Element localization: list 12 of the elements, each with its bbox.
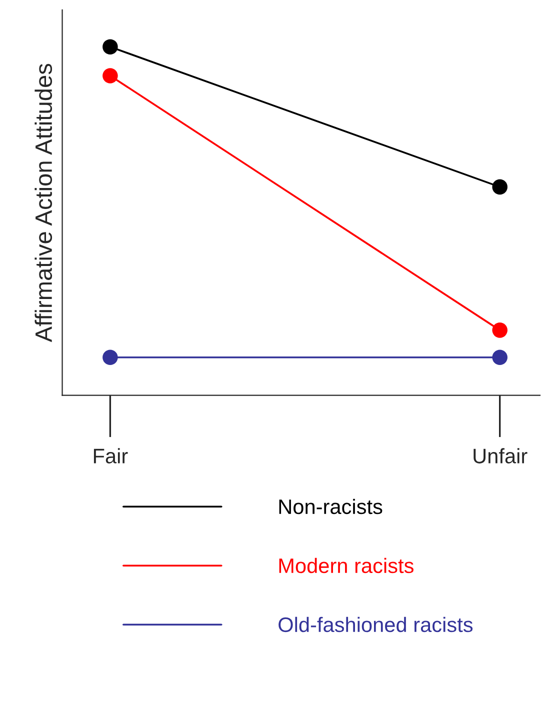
text: Modern racists <box>279 558 414 574</box>
point <box>492 322 508 338</box>
text: Non-racists <box>279 498 382 514</box>
point <box>492 179 508 195</box>
text: Old-fashioned racists <box>278 616 473 632</box>
point <box>102 68 118 84</box>
x-tick-label: Unfair <box>474 448 528 464</box>
point <box>492 350 508 366</box>
x-tick-label: Fair <box>94 448 128 464</box>
point <box>102 350 118 366</box>
point <box>102 39 118 54</box>
y-axis-title: Affirmative Action Attitudes <box>34 64 52 342</box>
